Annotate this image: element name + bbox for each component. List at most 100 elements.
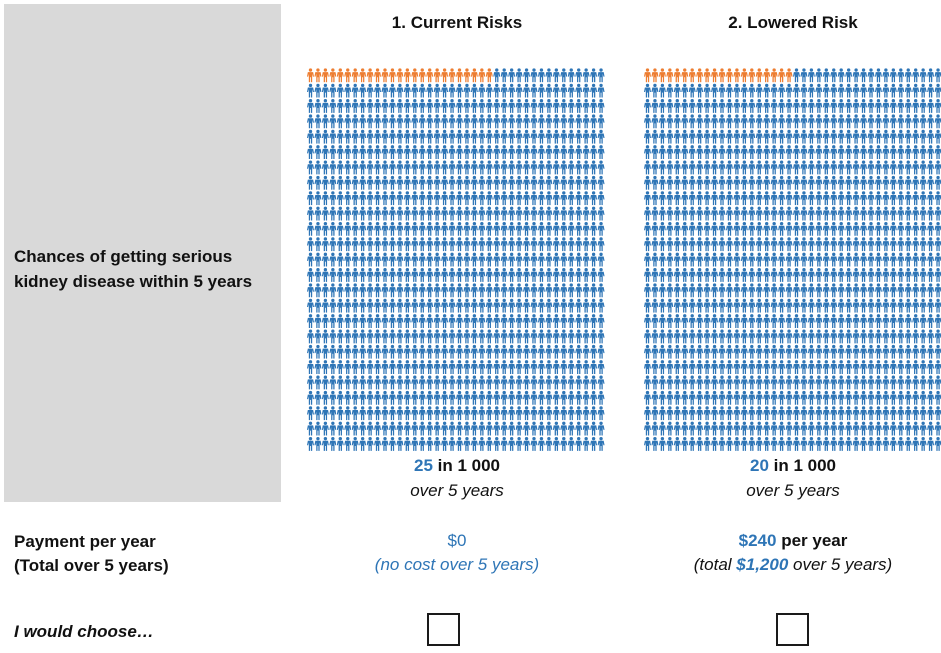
person-icon <box>374 99 382 113</box>
person-icon <box>307 83 314 98</box>
person-icon <box>703 344 711 359</box>
person-icon <box>763 329 771 344</box>
person-icon <box>433 268 441 282</box>
person-icon <box>740 329 748 344</box>
person-icon <box>815 283 823 298</box>
person-icon <box>874 175 882 190</box>
person-icon <box>575 344 583 359</box>
person-icon <box>321 252 329 267</box>
person-icon <box>860 114 868 129</box>
person-icon <box>530 298 538 313</box>
option-2-checkbox[interactable] <box>776 613 809 646</box>
person-icon <box>927 114 935 129</box>
person-icon <box>778 114 786 129</box>
person-icon <box>815 344 823 359</box>
person-icon <box>456 129 463 144</box>
person-icon <box>388 314 396 328</box>
person-icon <box>845 237 853 252</box>
affected-person-icon <box>441 68 449 83</box>
person-icon <box>748 390 756 405</box>
person-icon <box>582 83 590 98</box>
person-icon <box>388 221 396 236</box>
person-icon <box>912 344 920 359</box>
person-icon <box>845 68 853 83</box>
person-icon <box>307 298 314 313</box>
person-icon <box>493 206 501 221</box>
person-icon <box>597 375 605 390</box>
person-icon <box>673 175 681 190</box>
option-1-checkbox[interactable] <box>427 613 460 646</box>
person-icon <box>463 390 471 405</box>
person-icon <box>644 175 651 190</box>
person-icon <box>359 237 367 252</box>
person-icon <box>463 237 471 252</box>
person-icon <box>897 375 905 390</box>
person-icon <box>351 314 359 328</box>
person-icon <box>912 252 920 267</box>
person-icon <box>748 175 756 190</box>
person-icon <box>366 344 374 359</box>
person-icon <box>433 406 441 421</box>
person-icon <box>590 191 598 206</box>
person-icon <box>897 283 905 298</box>
person-icon <box>456 406 463 421</box>
person-icon <box>351 329 359 344</box>
person-icon <box>426 298 434 313</box>
option-2-risk-count: 20 <box>749 456 769 475</box>
person-icon <box>725 329 733 344</box>
option-2-payment-total: (total $1,200 over 5 years) <box>643 555 941 575</box>
person-icon <box>934 283 941 298</box>
person-icon <box>381 375 389 390</box>
person-icon <box>403 390 411 405</box>
person-icon <box>470 83 478 98</box>
person-icon <box>567 99 575 113</box>
person-icon <box>904 252 912 267</box>
person-icon <box>582 283 590 298</box>
person-icon <box>904 68 912 83</box>
person-icon <box>889 421 897 436</box>
person-icon <box>912 145 920 159</box>
person-icon <box>889 329 897 344</box>
person-icon <box>456 268 463 282</box>
person-icon <box>329 436 337 451</box>
person-icon <box>673 360 681 375</box>
person-icon <box>523 314 531 328</box>
person-icon <box>815 436 823 451</box>
person-icon <box>658 298 666 313</box>
person-icon <box>718 406 726 421</box>
person-icon <box>658 145 666 159</box>
person-icon <box>800 191 808 206</box>
person-icon <box>763 145 771 159</box>
person-icon <box>740 252 748 267</box>
person-icon <box>374 314 382 328</box>
person-icon <box>666 406 674 421</box>
person-icon <box>755 99 763 113</box>
person-icon <box>403 191 411 206</box>
person-icon <box>837 360 845 375</box>
person-icon <box>321 145 329 159</box>
person-icon <box>793 390 800 405</box>
person-icon <box>718 314 726 328</box>
person-icon <box>867 375 875 390</box>
person-icon <box>485 360 493 375</box>
person-icon <box>485 99 493 113</box>
person-icon <box>359 298 367 313</box>
person-icon <box>696 298 704 313</box>
person-icon <box>396 314 404 328</box>
person-icon <box>755 268 763 282</box>
person-icon <box>537 314 545 328</box>
person-icon <box>934 298 941 313</box>
person-icon <box>500 252 508 267</box>
person-icon <box>351 99 359 113</box>
person-icon <box>314 360 322 375</box>
person-icon <box>552 314 560 328</box>
person-icon <box>673 344 681 359</box>
person-icon <box>523 129 531 144</box>
person-icon <box>763 314 771 328</box>
person-icon <box>748 237 756 252</box>
person-icon <box>351 252 359 267</box>
person-icon <box>597 344 605 359</box>
person-icon <box>860 175 868 190</box>
person-icon <box>800 390 808 405</box>
person-icon <box>567 283 575 298</box>
